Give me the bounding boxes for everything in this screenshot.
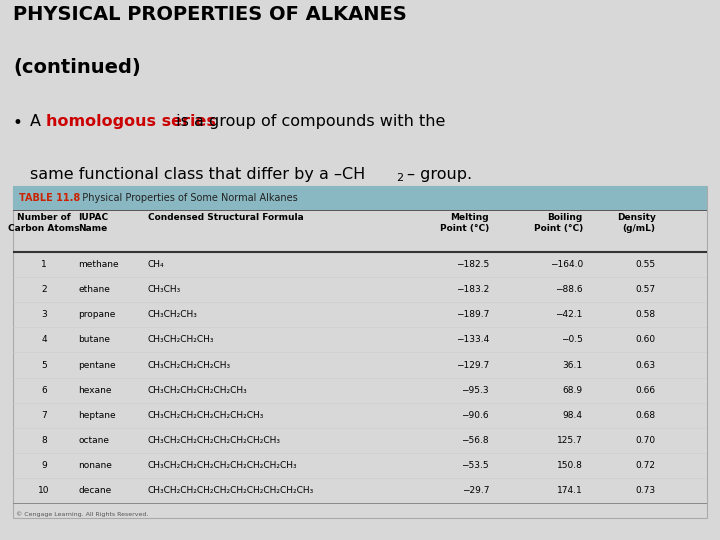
Text: Condensed Structural Formula: Condensed Structural Formula: [148, 213, 303, 222]
Text: 0.60: 0.60: [636, 335, 656, 345]
Text: 2: 2: [41, 285, 47, 294]
Text: 0.57: 0.57: [636, 285, 656, 294]
Text: 9: 9: [41, 461, 47, 470]
Text: CH₃CH₂CH₂CH₂CH₃: CH₃CH₂CH₂CH₂CH₃: [148, 361, 230, 369]
Text: 0.73: 0.73: [636, 487, 656, 495]
Text: 68.9: 68.9: [562, 386, 582, 395]
Text: propane: propane: [78, 310, 116, 319]
Text: −56.8: −56.8: [462, 436, 489, 445]
Text: – group.: – group.: [407, 167, 472, 183]
Text: 3: 3: [41, 310, 47, 319]
Text: homologous series: homologous series: [46, 114, 216, 130]
Text: 0.68: 0.68: [636, 411, 656, 420]
Text: 0.55: 0.55: [636, 260, 656, 269]
Text: 6: 6: [41, 386, 47, 395]
Text: 8: 8: [41, 436, 47, 445]
Text: hexane: hexane: [78, 386, 112, 395]
Text: CH₃CH₂CH₂CH₃: CH₃CH₂CH₂CH₃: [148, 335, 214, 345]
Text: −53.5: −53.5: [462, 461, 489, 470]
Text: 125.7: 125.7: [557, 436, 582, 445]
Text: 7: 7: [41, 411, 47, 420]
Text: (continued): (continued): [13, 58, 140, 77]
Text: CH₃CH₂CH₂CH₂CH₂CH₂CH₃: CH₃CH₂CH₂CH₂CH₂CH₂CH₃: [148, 411, 264, 420]
Text: Number of
Carbon Atoms: Number of Carbon Atoms: [9, 213, 80, 233]
Text: •: •: [13, 114, 23, 132]
Text: nonane: nonane: [78, 461, 112, 470]
Text: CH₃CH₂CH₂CH₂CH₂CH₂CH₂CH₂CH₂CH₃: CH₃CH₂CH₂CH₂CH₂CH₂CH₂CH₂CH₂CH₃: [148, 487, 314, 495]
Bar: [13, 186, 707, 210]
Text: Melting
Point (°C): Melting Point (°C): [440, 213, 489, 233]
Text: Boiling
Point (°C): Boiling Point (°C): [534, 213, 582, 233]
Text: 1: 1: [41, 260, 47, 269]
Text: 174.1: 174.1: [557, 487, 582, 495]
Text: IUPAC
Name: IUPAC Name: [78, 213, 108, 233]
Text: A: A: [30, 114, 46, 130]
Text: CH₃CH₂CH₂CH₂CH₂CH₃: CH₃CH₂CH₂CH₂CH₂CH₃: [148, 386, 248, 395]
Text: 150.8: 150.8: [557, 461, 582, 470]
Text: methane: methane: [78, 260, 119, 269]
Text: −164.0: −164.0: [549, 260, 582, 269]
Text: 0.63: 0.63: [636, 361, 656, 369]
Text: 36.1: 36.1: [562, 361, 582, 369]
Text: −29.7: −29.7: [462, 487, 489, 495]
Text: −95.3: −95.3: [462, 386, 489, 395]
Text: 0.70: 0.70: [636, 436, 656, 445]
Text: CH₃CH₂CH₂CH₂CH₂CH₂CH₂CH₂CH₃: CH₃CH₂CH₂CH₂CH₂CH₂CH₂CH₂CH₃: [148, 461, 297, 470]
Text: −90.6: −90.6: [462, 411, 489, 420]
Text: −42.1: −42.1: [555, 310, 582, 319]
Text: © Cengage Learning. All Rights Reserved.: © Cengage Learning. All Rights Reserved.: [17, 511, 149, 517]
Text: octane: octane: [78, 436, 109, 445]
Text: −182.5: −182.5: [456, 260, 489, 269]
Text: PHYSICAL PROPERTIES OF ALKANES: PHYSICAL PROPERTIES OF ALKANES: [13, 5, 407, 24]
Text: 4: 4: [41, 335, 47, 345]
Text: CH₄: CH₄: [148, 260, 164, 269]
Text: CH₃CH₂CH₃: CH₃CH₂CH₃: [148, 310, 197, 319]
Text: Density
(g/mL): Density (g/mL): [617, 213, 656, 233]
Text: TABLE 11.8: TABLE 11.8: [19, 193, 80, 203]
Text: ethane: ethane: [78, 285, 110, 294]
Text: 2: 2: [396, 173, 403, 184]
Text: −183.2: −183.2: [456, 285, 489, 294]
Text: butane: butane: [78, 335, 110, 345]
Text: CH₃CH₂CH₂CH₂CH₂CH₂CH₂CH₃: CH₃CH₂CH₂CH₂CH₂CH₂CH₂CH₃: [148, 436, 281, 445]
Text: decane: decane: [78, 487, 112, 495]
Text: is a group of compounds with the: is a group of compounds with the: [171, 114, 445, 130]
Text: −133.4: −133.4: [456, 335, 489, 345]
Text: Physical Properties of Some Normal Alkanes: Physical Properties of Some Normal Alkan…: [76, 193, 298, 203]
Text: 98.4: 98.4: [563, 411, 582, 420]
Text: same functional class that differ by a –CH: same functional class that differ by a –…: [30, 167, 366, 183]
Text: heptane: heptane: [78, 411, 116, 420]
Text: 5: 5: [41, 361, 47, 369]
Text: pentane: pentane: [78, 361, 116, 369]
Text: CH₃CH₃: CH₃CH₃: [148, 285, 181, 294]
Text: −0.5: −0.5: [561, 335, 582, 345]
Text: 0.66: 0.66: [636, 386, 656, 395]
Text: −189.7: −189.7: [456, 310, 489, 319]
Text: 10: 10: [38, 487, 50, 495]
Text: −129.7: −129.7: [456, 361, 489, 369]
Text: 0.58: 0.58: [636, 310, 656, 319]
Text: −88.6: −88.6: [555, 285, 582, 294]
Text: 0.72: 0.72: [636, 461, 656, 470]
